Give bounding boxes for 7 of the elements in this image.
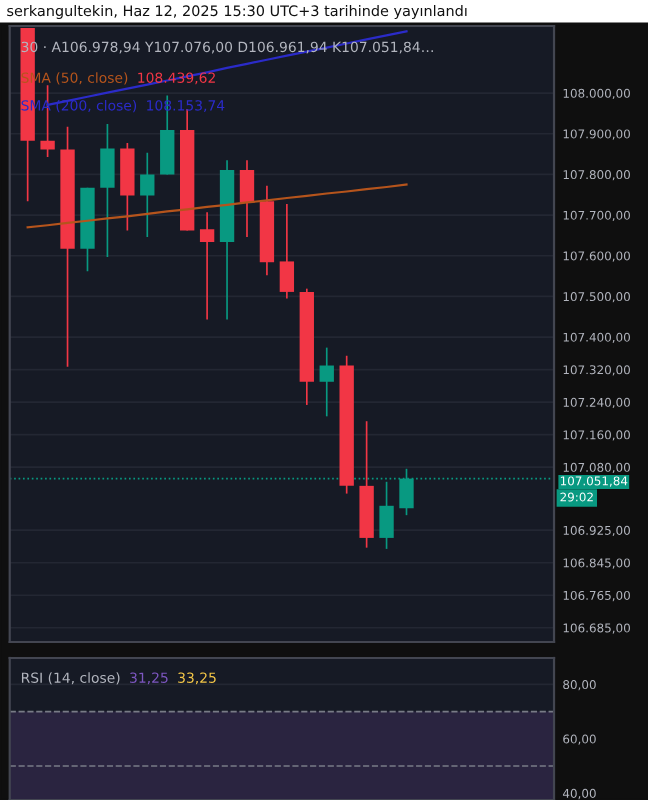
- candlestick: [140, 152, 155, 238]
- candlestick: [279, 203, 295, 300]
- candlestick: [100, 123, 115, 258]
- candlestick: [199, 211, 215, 321]
- candlestick: [120, 142, 135, 232]
- candlestick: [319, 346, 334, 418]
- candlestick: [239, 159, 255, 238]
